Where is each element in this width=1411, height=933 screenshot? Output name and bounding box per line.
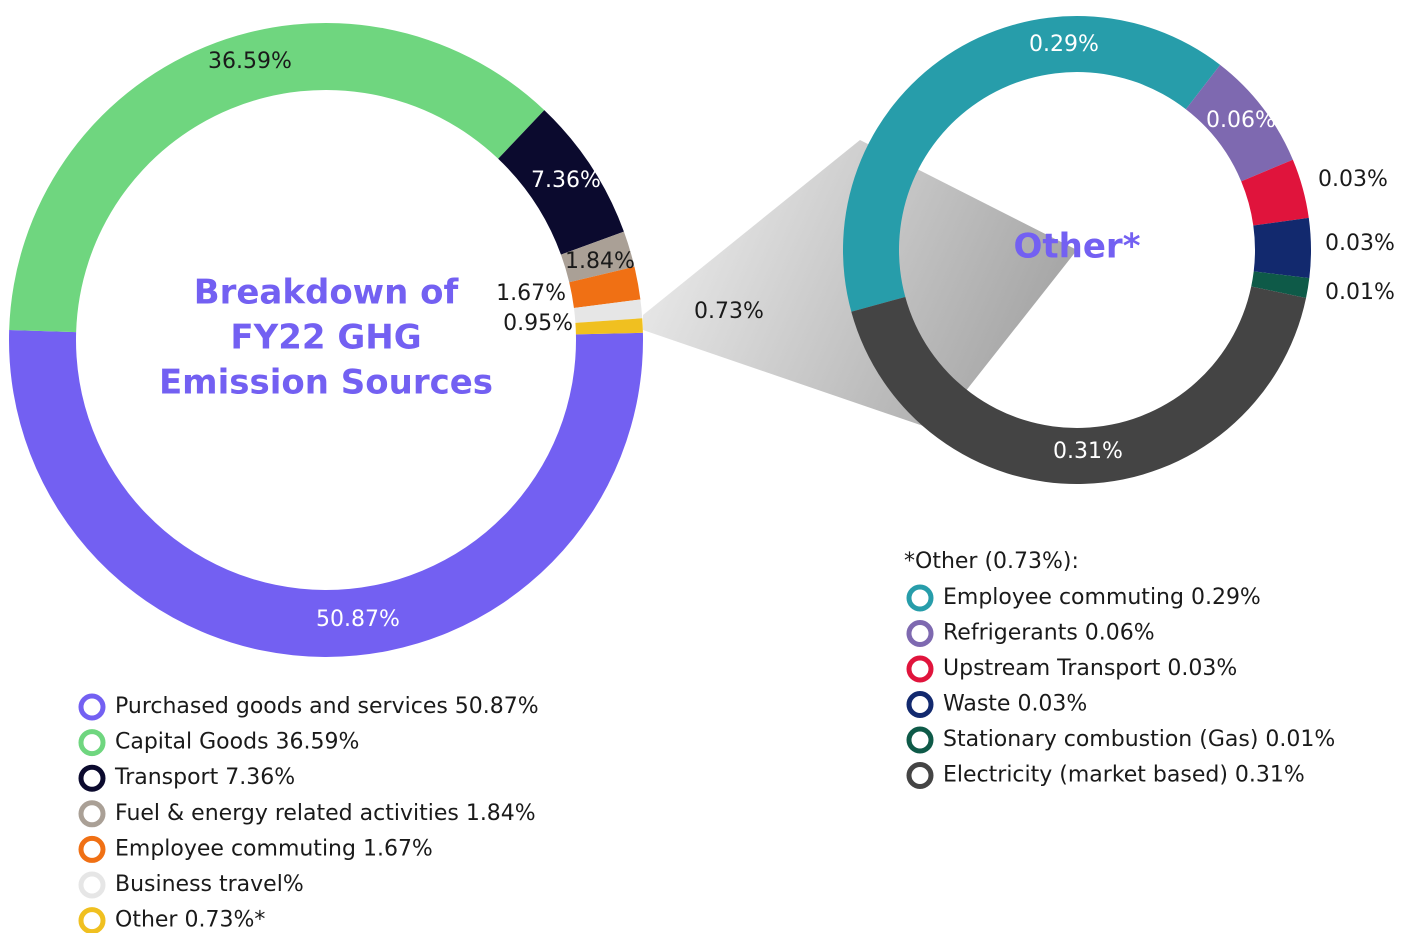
data-label: 7.36% bbox=[531, 168, 601, 193]
center-title: Breakdown of bbox=[194, 273, 460, 313]
legend-swatch bbox=[906, 620, 934, 647]
data-label: 1.84% bbox=[565, 249, 635, 274]
data-label: 0.03% bbox=[1318, 167, 1388, 192]
donut-segment bbox=[1185, 64, 1293, 182]
data-label: 0.29% bbox=[1029, 32, 1099, 57]
center-title: Emission Sources bbox=[159, 363, 493, 403]
legend-label: Employee commuting 0.29% bbox=[943, 585, 1261, 610]
legend-swatch bbox=[78, 907, 106, 933]
center-title: Other* bbox=[1014, 227, 1141, 267]
legend-label: Upstream Transport 0.03% bbox=[943, 656, 1237, 681]
legend-swatch bbox=[906, 691, 934, 718]
donut-segment bbox=[851, 286, 1307, 485]
donut-segment bbox=[560, 231, 635, 283]
donut-segment bbox=[9, 23, 545, 333]
donut-segment bbox=[1251, 271, 1310, 298]
data-label: 0.73% bbox=[694, 299, 764, 324]
legend-swatch bbox=[78, 835, 106, 863]
donut-segment bbox=[843, 15, 1221, 312]
data-label: 1.67% bbox=[496, 281, 566, 306]
legend-swatch bbox=[78, 729, 106, 757]
donut-segment bbox=[575, 318, 643, 335]
legend-swatch bbox=[78, 693, 106, 721]
data-label: 0.31% bbox=[1053, 439, 1123, 464]
legend-label: Transport 7.36% bbox=[114, 765, 295, 790]
legend-label: Other 0.73%* bbox=[115, 908, 265, 933]
center-title: FY22 GHG bbox=[230, 318, 421, 358]
legend-label: Business travel% bbox=[115, 872, 304, 897]
donut-segment bbox=[573, 299, 643, 323]
donut-segment bbox=[569, 266, 641, 309]
donut-segment bbox=[1253, 217, 1311, 279]
data-label: 50.87% bbox=[316, 607, 400, 632]
data-label: 0.03% bbox=[1325, 231, 1395, 256]
legend-swatch bbox=[78, 764, 106, 792]
legend-label: Employee commuting 1.67% bbox=[115, 836, 433, 861]
legend-swatch bbox=[906, 726, 934, 754]
legend-label: Refrigerants 0.06% bbox=[943, 621, 1155, 646]
donut-segment bbox=[1241, 159, 1309, 226]
data-label: 36.59% bbox=[208, 49, 292, 74]
legend-label: Fuel & energy related activities 1.84% bbox=[115, 801, 536, 826]
legend-swatch bbox=[906, 655, 934, 683]
legend-swatch bbox=[78, 871, 106, 899]
legend-swatch bbox=[906, 762, 934, 789]
legend-title: *Other (0.73%): bbox=[904, 549, 1079, 574]
data-label: 0.01% bbox=[1325, 280, 1395, 305]
legend-label: Purchased goods and services 50.87% bbox=[115, 694, 539, 719]
donut-segment bbox=[498, 110, 624, 255]
data-label: 0.95% bbox=[503, 311, 573, 336]
legend-label: Waste 0.03% bbox=[943, 692, 1087, 717]
legend-swatch bbox=[78, 800, 106, 828]
donut-segment bbox=[8, 329, 643, 657]
data-label: 0.06% bbox=[1206, 108, 1276, 133]
legend-swatch bbox=[906, 584, 934, 612]
legend-label: Stationary combustion (Gas) 0.01% bbox=[943, 727, 1335, 752]
legend-label: Electricity (market based) 0.31% bbox=[943, 763, 1305, 788]
legend-label: Capital Goods 36.59% bbox=[115, 730, 359, 755]
